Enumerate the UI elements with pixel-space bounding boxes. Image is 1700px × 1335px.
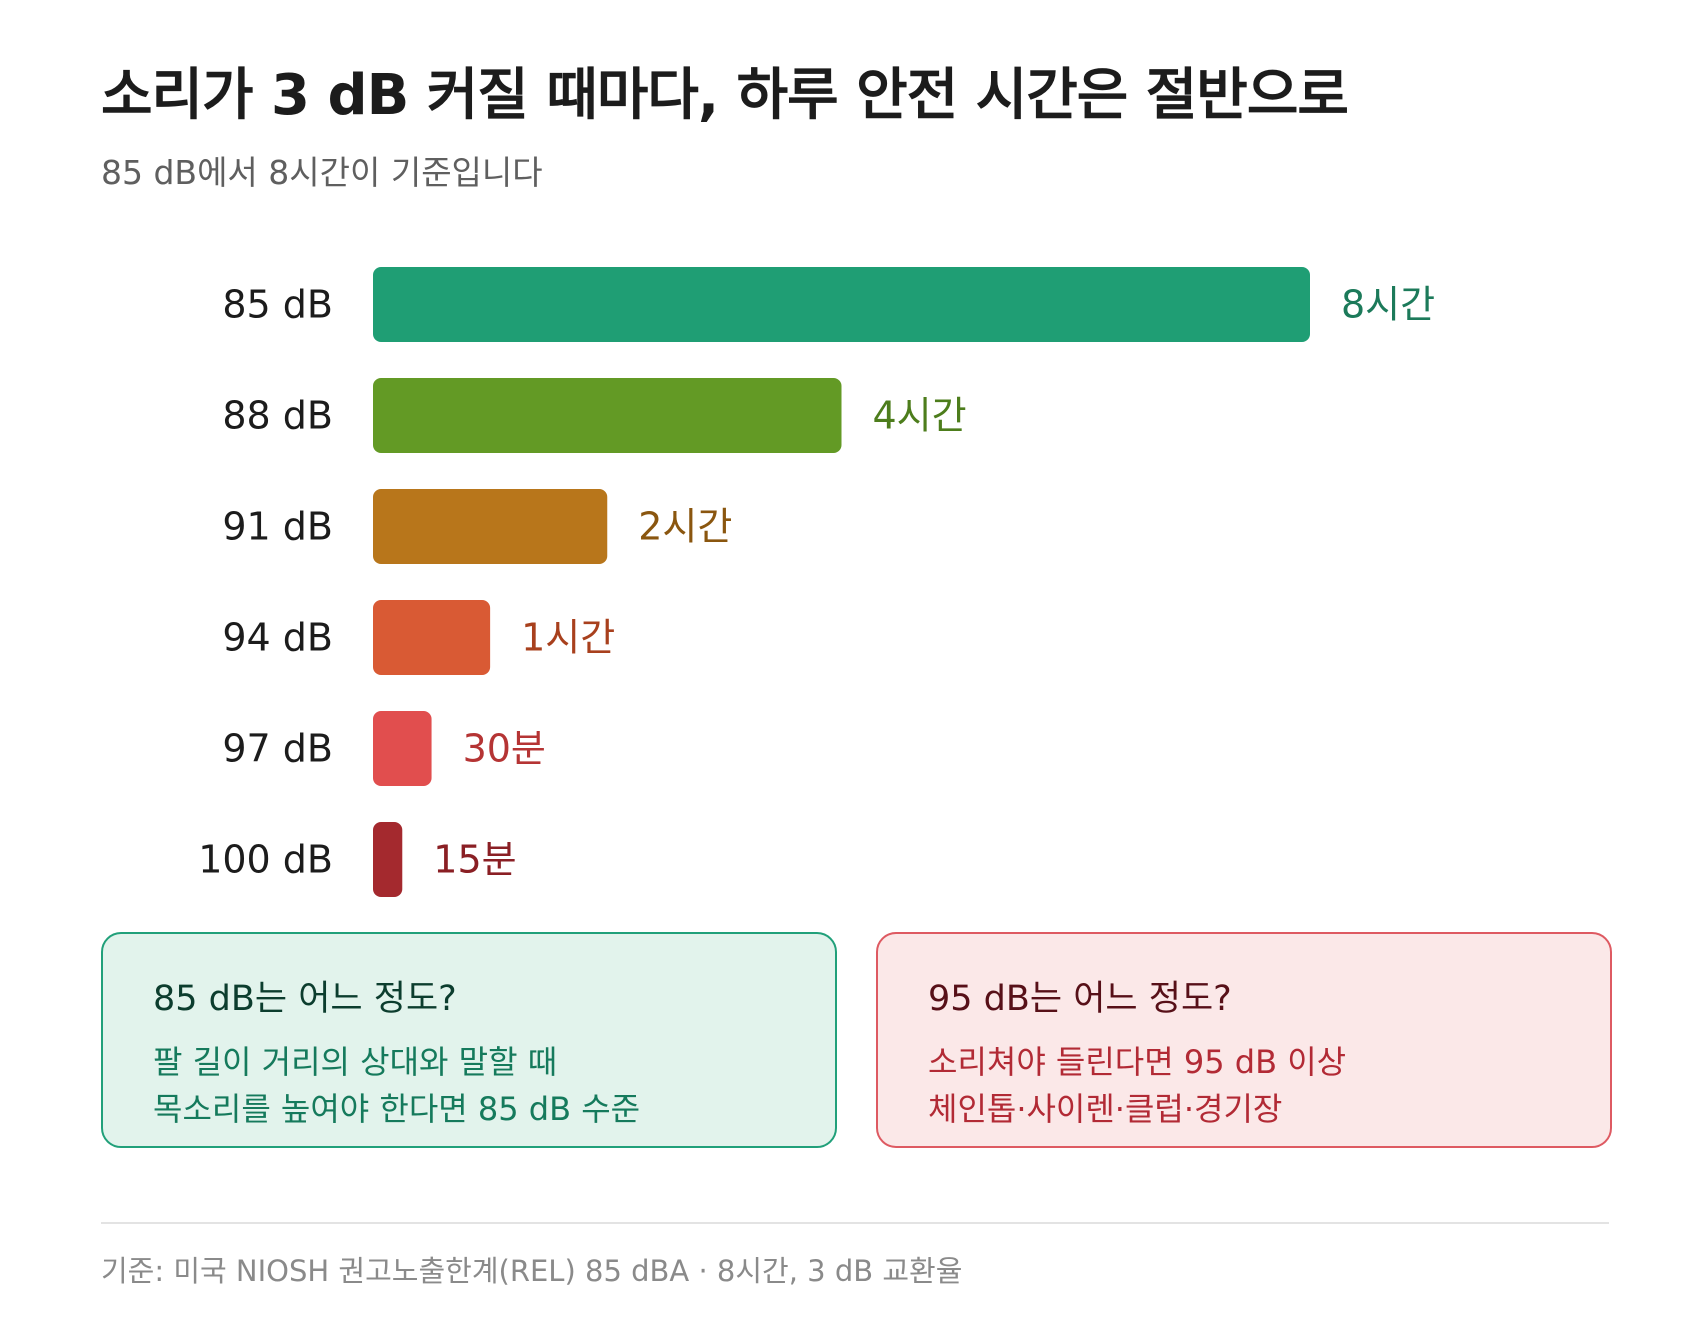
value-label: 4시간: [873, 394, 967, 438]
card-85db-title: 85 dB는 어느 정도?: [153, 979, 457, 1019]
bar: [373, 711, 432, 786]
card-85db-line-1: 팔 길이 거리의 상대와 말할 때: [153, 1043, 558, 1081]
chart-subtitle: 85 dB에서 8시간이 기준입니다: [101, 153, 543, 192]
bar: [373, 600, 491, 675]
footer-divider: [101, 1222, 1609, 1224]
card-95db-line-2: 체인톱·사이렌·클럽·경기장: [928, 1090, 1283, 1128]
category-label: 88 dB: [222, 394, 333, 438]
source-footnote: 기준: 미국 NIOSH 권고노출한계(REL) 85 dBA · 8시간, 3…: [101, 1254, 963, 1288]
info-card-85db: 85 dB는 어느 정도? 팔 길이 거리의 상대와 말할 때 목소리를 높여야…: [101, 932, 837, 1148]
info-card-95db: 95 dB는 어느 정도? 소리쳐야 들린다면 95 dB 이상 체인톱·사이렌…: [876, 932, 1612, 1148]
value-label: 30분: [463, 727, 546, 771]
value-label: 2시간: [638, 505, 732, 549]
chart-title: 소리가 3 dB 커질 때마다, 하루 안전 시간은 절반으로: [101, 63, 1349, 128]
bar: [373, 822, 403, 897]
bar: [373, 378, 842, 453]
value-label: 1시간: [521, 616, 615, 660]
category-label: 100 dB: [198, 838, 333, 882]
bars-layer: 85 dB 8시간 88 dB 4시간 91 dB 2시간 94 dB 1시간 97 dB 30분…: [198, 267, 1435, 897]
bar-chart: 85 dB 8시간 88 dB 4시간 91 dB 2시간 94 dB 1시간 97 dB 30분…: [198, 267, 1435, 897]
bar: [373, 267, 1310, 342]
category-label: 91 dB: [222, 505, 333, 549]
value-label: 15분: [433, 838, 516, 882]
category-label: 85 dB: [222, 283, 333, 327]
category-label: 94 dB: [222, 616, 333, 660]
bar: [373, 489, 608, 564]
card-95db-title: 95 dB는 어느 정도?: [928, 979, 1232, 1019]
value-label: 8시간: [1341, 283, 1435, 327]
card-95db-line-1: 소리쳐야 들린다면 95 dB 이상: [928, 1043, 1347, 1081]
card-85db-line-2: 목소리를 높여야 한다면 85 dB 수준: [153, 1090, 641, 1128]
category-label: 97 dB: [222, 727, 333, 771]
